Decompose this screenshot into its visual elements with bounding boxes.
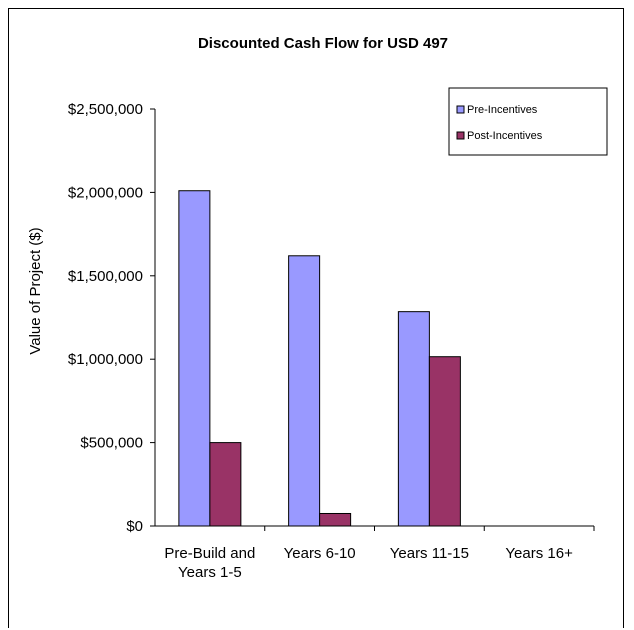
bar-post-incentives bbox=[428, 356, 461, 527]
x-category-label: Years 16+ bbox=[505, 545, 573, 562]
x-category-label: Years 11-15 bbox=[390, 545, 469, 562]
x-category-label: Years 1-5 bbox=[178, 564, 242, 581]
bar-pre-incentives bbox=[178, 190, 211, 527]
chart-frame: Discounted Cash Flow for USD 497 Value o… bbox=[8, 8, 624, 628]
legend-swatch bbox=[456, 131, 465, 140]
bars bbox=[178, 190, 461, 527]
y-tick-label: $500,000 bbox=[80, 435, 143, 452]
y-tick-label: $0 bbox=[126, 518, 143, 535]
y-tick-label: $1,000,000 bbox=[68, 351, 143, 368]
y-axis-title: Value of Project ($) bbox=[27, 227, 44, 354]
legend: Pre-Incentives Post-Incentives bbox=[448, 87, 608, 156]
bar-post-incentives bbox=[319, 512, 352, 527]
axes: $0 $500,000 $1,000,000 $1,500,000 $2,000,000… bbox=[68, 101, 595, 581]
bar-post-incentives bbox=[209, 442, 242, 527]
legend-label: Post-Incentives bbox=[467, 130, 543, 142]
y-tick-label: $2,000,000 bbox=[68, 184, 143, 201]
bar-pre-incentives bbox=[397, 311, 430, 527]
legend-box bbox=[448, 87, 608, 156]
bar-chart: Discounted Cash Flow for USD 497 Value o… bbox=[27, 35, 608, 581]
x-category-label: Years 6-10 bbox=[284, 545, 356, 562]
y-tick-label: $2,500,000 bbox=[68, 101, 143, 118]
bar-pre-incentives bbox=[288, 255, 321, 527]
legend-label: Pre-Incentives bbox=[467, 104, 538, 116]
legend-swatch bbox=[456, 105, 465, 114]
chart-title: Discounted Cash Flow for USD 497 bbox=[198, 35, 448, 52]
y-tick-label: $1,500,000 bbox=[68, 268, 143, 285]
x-category-label: Pre-Build and bbox=[164, 545, 255, 562]
